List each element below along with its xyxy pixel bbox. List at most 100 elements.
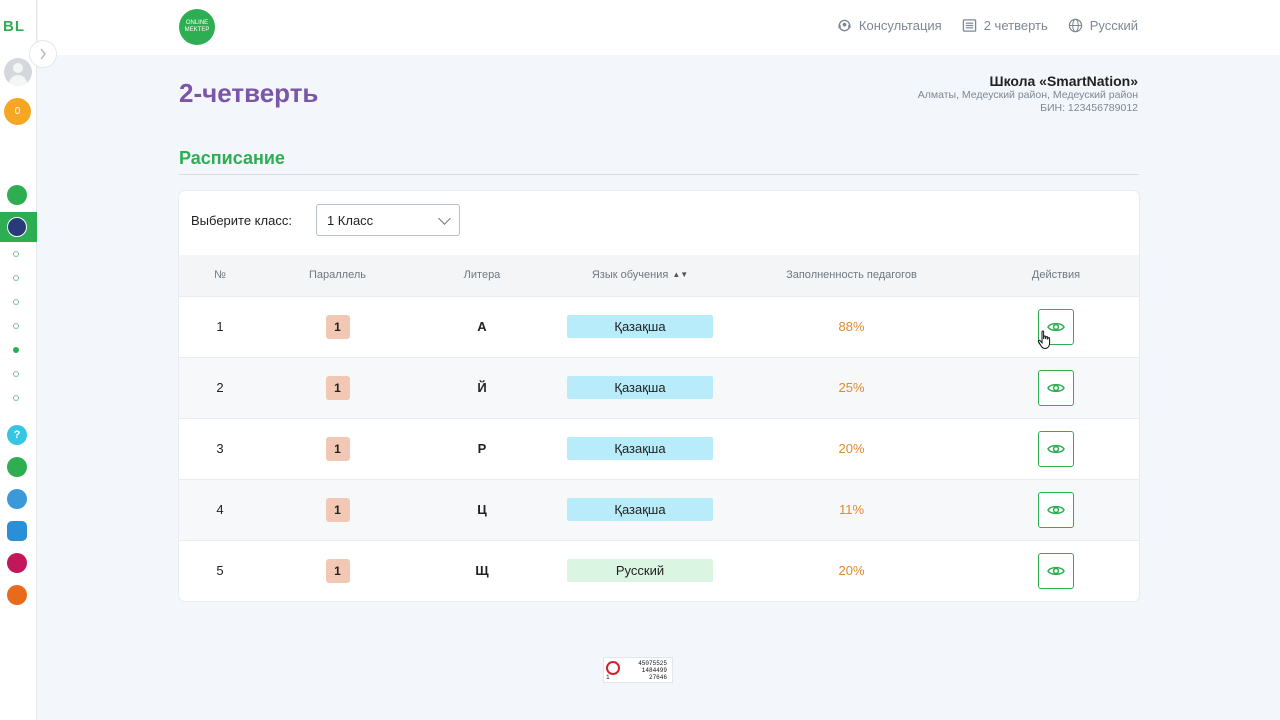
letter-value: Р [477, 441, 487, 456]
fill-percent: 25% [838, 380, 865, 395]
orange-app-icon[interactable] [7, 585, 27, 605]
row-parallel: 1 [261, 479, 414, 540]
counter-line-3: 27646 [648, 674, 667, 681]
chevron-down-icon [438, 211, 451, 225]
eye-icon [1047, 505, 1065, 514]
letter-value: Ц [477, 502, 487, 517]
col-language[interactable]: Язык обучения ▲▼ [550, 255, 730, 296]
col-fill: Заполненность педагогов [786, 269, 917, 282]
col-actions: Действия [1031, 269, 1081, 282]
rail-dot-6[interactable] [13, 371, 19, 377]
eye-icon [1047, 322, 1065, 331]
view-button[interactable] [1038, 430, 1074, 467]
row-language: Қазақша [550, 418, 730, 479]
language-label: Русский [1089, 18, 1138, 33]
online-land-app-icon[interactable] [7, 457, 27, 477]
counter-values: 45075525 1484499 27646 [638, 660, 667, 681]
row-letter: Р [414, 418, 550, 479]
language-badge: Қазақша [567, 498, 713, 521]
fill-percent: 20% [838, 563, 865, 579]
letter-value: А [477, 319, 487, 334]
row-number: 3 [216, 441, 224, 456]
rail-dot-2[interactable] [13, 275, 19, 281]
row-letter: Ц [414, 479, 550, 540]
view-button[interactable] [1038, 491, 1074, 528]
parallel-badge: 1 [325, 314, 350, 339]
schedule-card: Выберите класс: 1 Класс № Параллель Лите… [179, 191, 1139, 601]
online-mektep-logo[interactable]: ONLINE MEKTEP [179, 9, 215, 45]
row-language: Қазақша [550, 479, 730, 540]
language-badge: Қазақша [567, 315, 713, 338]
coins-badge[interactable]: 0 [4, 98, 31, 125]
table-row: 5 1 Щ Русский 20% [179, 540, 1139, 601]
parallel-badge: 1 [325, 558, 350, 583]
row-language: Русский [550, 540, 730, 601]
row-actions [973, 540, 1139, 601]
language-switch[interactable]: Русский [1068, 18, 1138, 33]
parallel-badge: 1 [325, 497, 350, 522]
language-badge: Қазақша [567, 376, 713, 399]
brand-logo[interactable]: BL [3, 18, 25, 35]
fill-percent: 88% [838, 319, 865, 334]
row-parallel: 1 [261, 357, 414, 418]
quarter-link[interactable]: 2 четверть [962, 18, 1048, 33]
avatar[interactable] [4, 58, 32, 86]
letter-value: Й [477, 380, 487, 395]
col-number: № [214, 269, 226, 282]
row-fill: 20% [730, 418, 973, 479]
view-button[interactable] [1038, 552, 1074, 589]
counter-line-1: 45075525 [638, 660, 667, 667]
rail-dot-3[interactable] [13, 299, 19, 305]
row-number: 1 [216, 319, 224, 334]
left-rail: BL 0 ? [0, 0, 57, 720]
row-actions [973, 479, 1139, 540]
globe-icon [1068, 18, 1082, 33]
table-row: 1 1 А Қазақша 88% [179, 296, 1139, 357]
row-parallel: 1 [261, 296, 414, 357]
table-row: 3 1 Р Қазақша 20% [179, 418, 1139, 479]
counter-logo-icon [606, 661, 620, 675]
collapse-toggle-button[interactable] [29, 40, 57, 68]
class-select[interactable]: 1 Класс [315, 204, 460, 236]
twig-app-icon[interactable] [7, 553, 27, 573]
table-row: 2 1 Й Қазақша 25% [179, 357, 1139, 418]
row-fill: 11% [730, 479, 973, 540]
row-fill: 25% [730, 357, 973, 418]
sort-icon[interactable]: ▲▼ [672, 270, 689, 280]
row-letter: А [414, 296, 550, 357]
row-actions [973, 357, 1139, 418]
row-fill: 88% [730, 296, 973, 357]
counter-line-2: 1484499 [641, 667, 667, 674]
fill-percent: 20% [838, 441, 865, 456]
rail-dot-4[interactable] [13, 323, 19, 329]
eye-icon [1047, 444, 1065, 453]
language-badge: Қазақша [567, 437, 713, 460]
page-title: 2-четверть [179, 78, 319, 108]
smart-nation-app-icon[interactable] [7, 217, 27, 237]
class-filter-label: Выберите класс: [191, 212, 292, 228]
row-number: 5 [216, 563, 224, 579]
top-nav: Консультация 2 четверть Русский [837, 18, 1138, 33]
row-actions [973, 296, 1139, 357]
rail-dot-5-active[interactable] [13, 347, 19, 353]
col-letter: Литера [463, 269, 501, 282]
test-app-icon[interactable] [7, 521, 27, 541]
letter-value: Щ [475, 563, 489, 579]
table-header-row: № Параллель Литера Язык обучения ▲▼ Запол… [179, 255, 1139, 296]
classes-table: № Параллель Литера Язык обучения ▲▼ Запол… [179, 255, 1139, 601]
headset-icon [838, 19, 851, 32]
row-fill: 20% [730, 540, 973, 601]
visit-counter[interactable]: 45075525 1484499 27646 1 [603, 657, 673, 683]
rail-dot-1[interactable] [13, 251, 19, 257]
rail-dot-7[interactable] [13, 395, 19, 401]
row-language: Қазақша [550, 357, 730, 418]
school-bin: БИН: 123456789012 [1040, 102, 1138, 114]
row-parallel: 1 [261, 540, 414, 601]
view-button[interactable] [1038, 369, 1074, 406]
help-icon[interactable]: ? [7, 425, 27, 445]
consultation-link[interactable]: Консультация [837, 18, 942, 33]
row-letter: Щ [414, 540, 550, 601]
fill-percent: 11% [838, 502, 865, 517]
bilim-app-icon[interactable] [7, 489, 27, 509]
online-mektep-app-icon[interactable] [7, 185, 27, 205]
